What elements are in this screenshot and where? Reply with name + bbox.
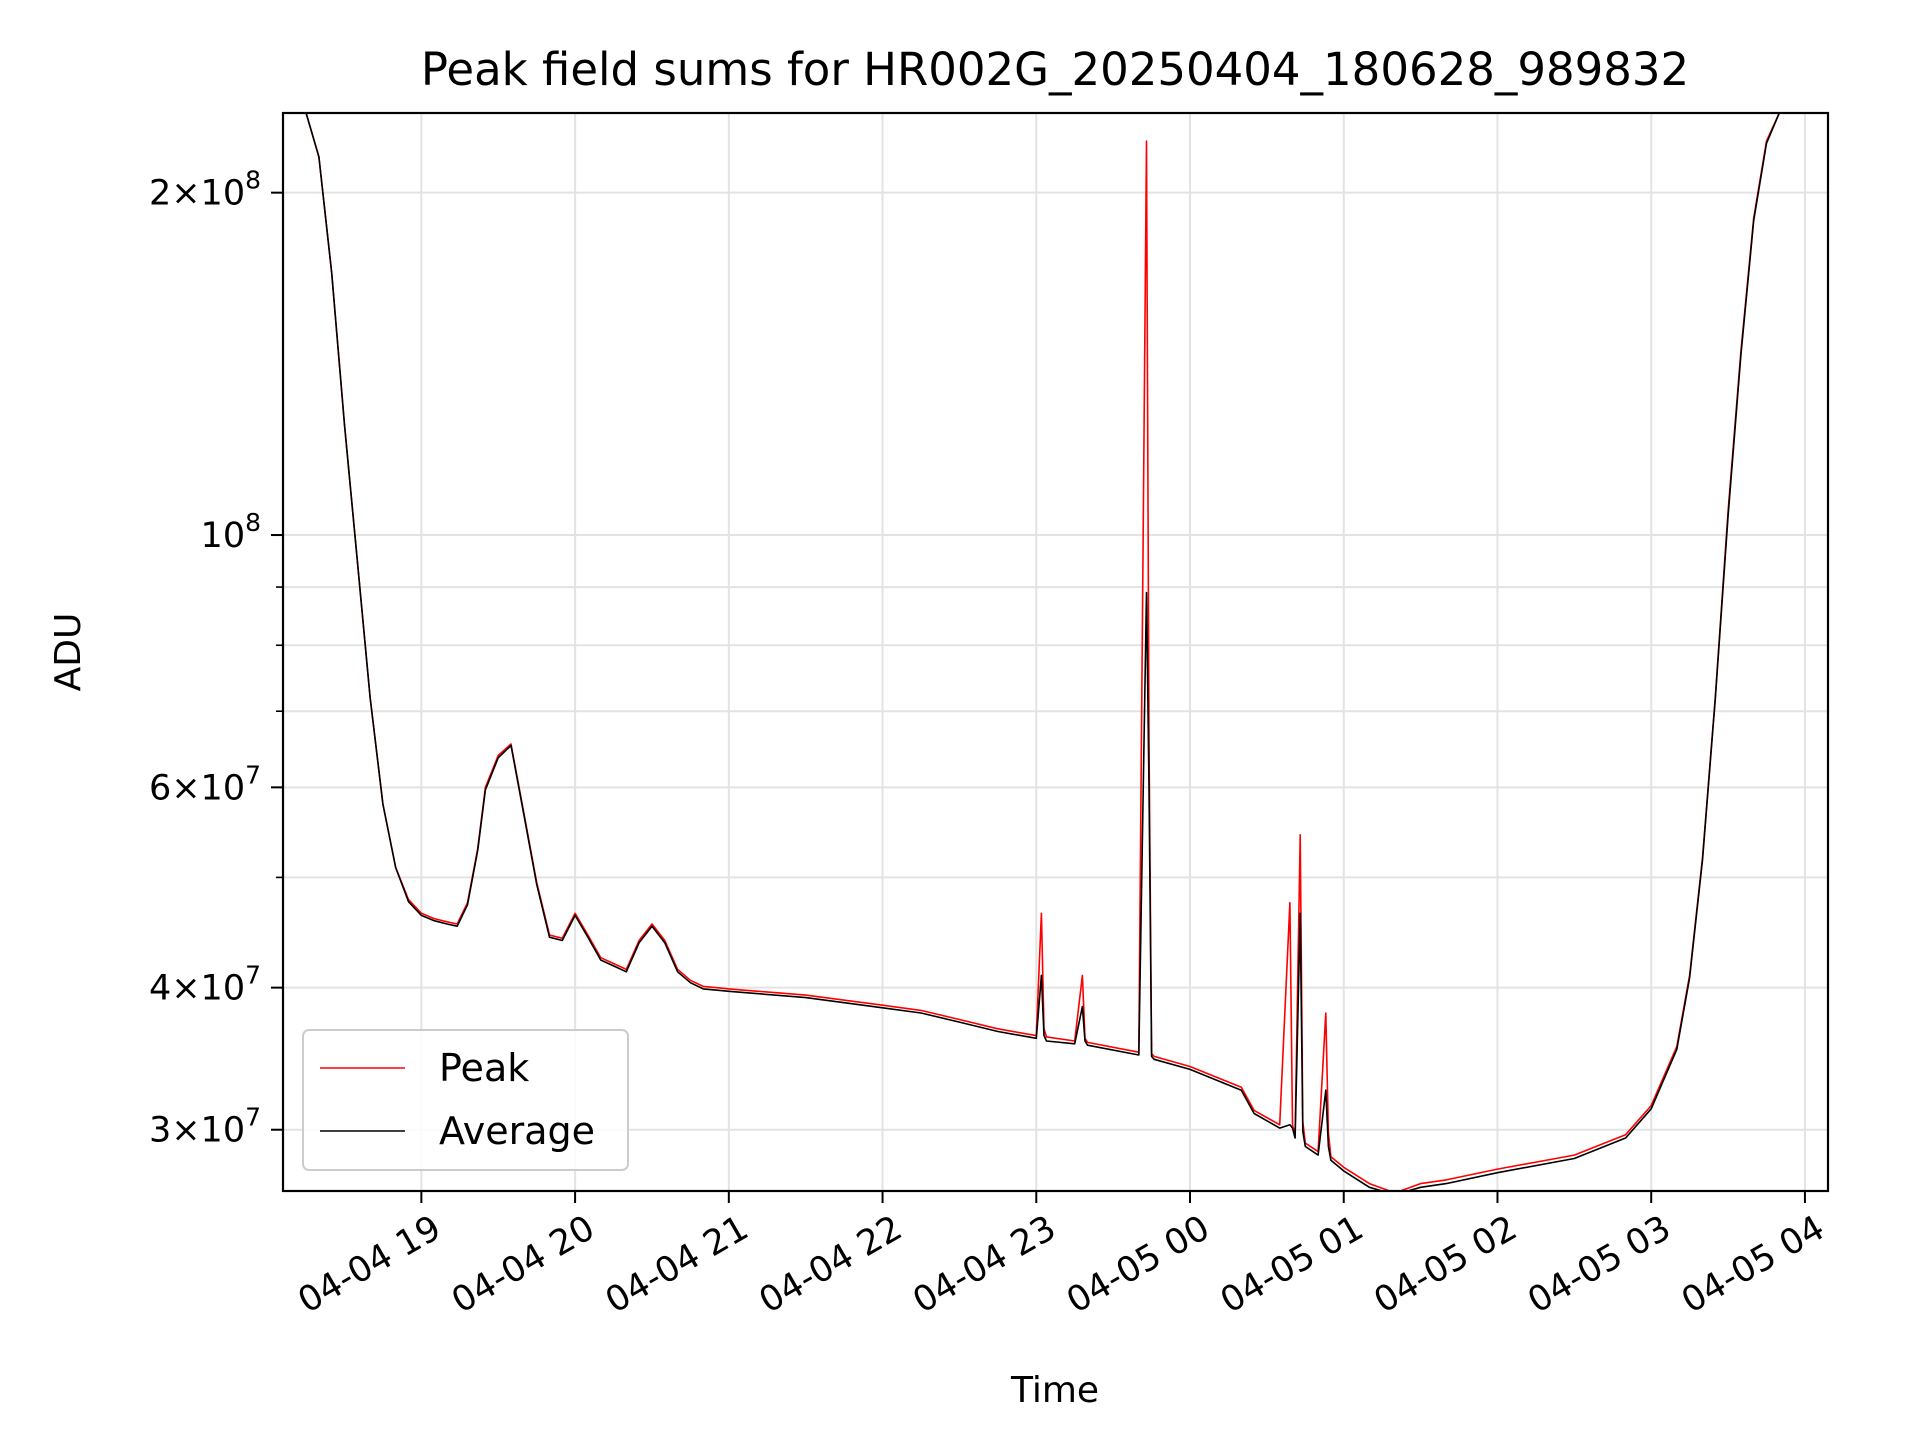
- series-line-average: [285, 113, 1826, 1191]
- y-tick-label: 6×107: [149, 760, 261, 808]
- y-tick-mantissa: 3: [149, 1111, 171, 1151]
- y-tick-exponent: 7: [245, 961, 261, 990]
- y-tick-exponent: 8: [245, 166, 261, 195]
- plot-clip: [285, 113, 1826, 1191]
- y-tick-exponent: 8: [245, 508, 261, 537]
- y-tick-label: 3×107: [149, 1103, 261, 1151]
- y-tick-times: ×10: [171, 969, 245, 1009]
- y-tick-exponent: 7: [245, 760, 261, 789]
- legend: Peak Average: [302, 1029, 629, 1171]
- plot-frame: [281, 111, 1830, 1193]
- chart-title: Peak field sums for HR002G_20250404_1806…: [421, 43, 1689, 96]
- y-tick-times: ×10: [171, 1111, 245, 1151]
- legend-peak-label: Peak: [439, 1046, 529, 1090]
- y-tick-label: 4×107: [149, 961, 261, 1009]
- y-tick-mantissa: 2: [149, 174, 171, 214]
- y-tick-times: ×10: [171, 174, 245, 214]
- y-tick-exponent: 7: [245, 1103, 261, 1132]
- grid: [283, 113, 1828, 1191]
- x-axis-label: Time: [1010, 1370, 1099, 1411]
- series-layer: [285, 113, 1826, 1191]
- legend-box: [302, 1029, 629, 1171]
- y-tick-mantissa: 4: [149, 969, 171, 1009]
- y-tick-mantissa: 6: [149, 768, 171, 808]
- y-axis-label: ADU: [48, 613, 89, 692]
- y-tick-times: ×10: [171, 768, 245, 808]
- y-tick-ten: 10: [201, 516, 246, 556]
- legend-average-label: Average: [439, 1109, 595, 1153]
- y-tick-label: 2×108: [149, 166, 261, 214]
- y-tick-label: 108: [201, 508, 261, 556]
